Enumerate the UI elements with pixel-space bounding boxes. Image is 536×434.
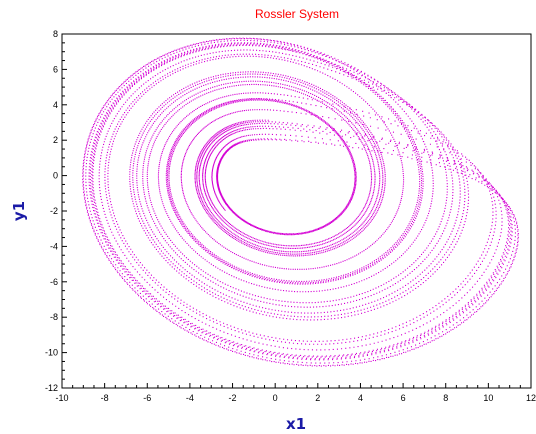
- x-tick-label: 8: [443, 393, 448, 403]
- x-tick-label: 0: [273, 393, 278, 403]
- y-tick-label: 8: [53, 29, 58, 39]
- x-tick-label: -4: [186, 393, 194, 403]
- series-layer: [82, 37, 519, 367]
- x-tick-label: 10: [483, 393, 493, 403]
- y-axis: -12 -10 -8 -6 -4 -2 0 2 4 6 8: [45, 29, 67, 393]
- y-tick-label: -4: [50, 241, 58, 251]
- y-tick-label: -6: [50, 277, 58, 287]
- y-tick-label: -10: [45, 348, 58, 358]
- y-axis-label: y1: [10, 201, 28, 221]
- chart-title: Rossler System: [255, 7, 339, 21]
- y-tick-label: -12: [45, 383, 58, 393]
- y-tick-label: 2: [53, 135, 58, 145]
- plot-frame: [61, 33, 532, 389]
- y-tick-label: 6: [53, 64, 58, 74]
- x-tick-label: -6: [143, 393, 151, 403]
- x-tick-label: -2: [229, 393, 237, 403]
- x-tick-label: -10: [55, 393, 68, 403]
- x-axis-label: x1: [286, 415, 306, 433]
- y-tick-label: 4: [53, 100, 58, 110]
- trajectory-dots: [82, 37, 519, 367]
- x-tick-label: 4: [358, 393, 363, 403]
- x-axis: -10 -8 -6 -4 -2 0 2 4 6 8 10 12: [55, 383, 536, 403]
- x-tick-label: 2: [315, 393, 320, 403]
- y-tick-label: -2: [50, 206, 58, 216]
- y-tick-label: -8: [50, 312, 58, 322]
- x-tick-label: 6: [401, 393, 406, 403]
- x-tick-label: 12: [526, 393, 536, 403]
- y-tick-label: 0: [53, 171, 58, 181]
- x-tick-label: -8: [101, 393, 109, 403]
